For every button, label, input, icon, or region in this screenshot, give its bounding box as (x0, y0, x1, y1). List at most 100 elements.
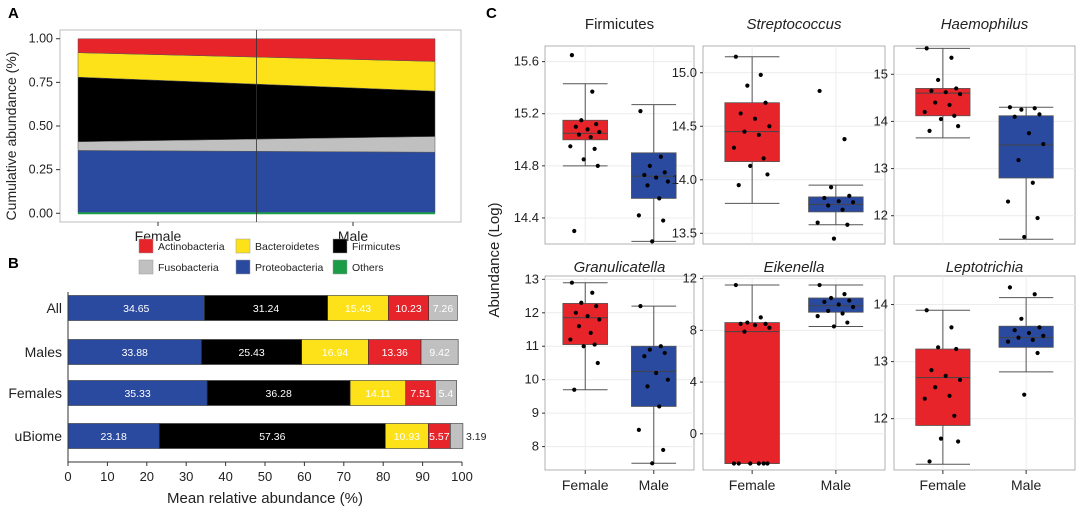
legend-label-fusobacteria: Fusobacteria (158, 262, 219, 274)
bar-value-label: 31.24 (253, 303, 279, 315)
data-point (645, 183, 649, 187)
x-tick-label-b: 40 (218, 469, 232, 484)
data-point (956, 124, 960, 128)
data-point (842, 137, 846, 141)
y-tick-label: 0 (690, 426, 697, 441)
data-point (816, 220, 820, 224)
y-tick-label: 15 (874, 66, 888, 81)
data-point (1022, 393, 1026, 397)
data-point (1008, 105, 1012, 109)
data-point (1041, 142, 1045, 146)
data-point (654, 175, 658, 179)
legend-swatch-proteobacteria (236, 260, 250, 274)
data-point (732, 461, 736, 465)
facet-leptotrichia: 121314LeptotrichiaFemale Male (874, 259, 1075, 493)
facet-title: Eikenella (764, 259, 825, 276)
data-point (648, 164, 652, 168)
data-point (745, 84, 749, 88)
bar-value-label: 14.11 (365, 388, 391, 400)
x-tick-label-b: 90 (415, 469, 429, 484)
bar-value-label: 34.65 (123, 303, 149, 315)
facet-granulicatella: 8910111213GranulicatellaFemale Male (525, 259, 694, 493)
bar-value-label: 9.42 (429, 347, 450, 359)
data-point (650, 461, 654, 465)
data-point (1008, 285, 1012, 289)
data-point (748, 164, 752, 168)
data-point (570, 53, 574, 57)
x-tick-label-b: 10 (100, 469, 114, 484)
data-point (954, 86, 958, 90)
row-label: Females (8, 385, 62, 401)
data-point (826, 203, 830, 207)
data-point (1013, 328, 1017, 332)
y-tick-label: 12 (874, 208, 888, 223)
legend-label-bacteroidetes: Bacteroidetes (255, 241, 319, 253)
data-point (949, 325, 953, 329)
x-tick-label-b: 70 (337, 469, 351, 484)
y-tick-label: 13.5 (672, 225, 697, 240)
box-female (725, 103, 780, 162)
y-tick-label: 13 (874, 161, 888, 176)
data-point (927, 129, 931, 133)
data-point (925, 308, 929, 312)
x-tick-label: Female (729, 477, 776, 493)
data-point (929, 368, 933, 372)
data-point (826, 309, 830, 313)
data-point (837, 302, 841, 306)
data-point (734, 283, 738, 287)
data-point (590, 89, 594, 93)
data-point (817, 283, 821, 287)
facet-streptococcus: 13.5 14.0 14.5 15.0 Streptococcus (672, 16, 885, 244)
data-point (765, 461, 769, 465)
data-point (845, 223, 849, 227)
y-tick-label: 14.8 (514, 158, 539, 173)
facet-title: Granulicatella (574, 259, 666, 276)
legend-label-others: Others (352, 262, 384, 274)
figure-canvas: A0.000.250.500.751.00Female MaleCumulativ… (0, 0, 1084, 519)
data-point (582, 157, 586, 161)
data-point (1035, 216, 1039, 220)
x-tick-label: Female (562, 477, 609, 493)
data-point (568, 144, 572, 148)
x-tick-label-b: 30 (179, 469, 193, 484)
data-point (1027, 131, 1031, 135)
data-point (572, 229, 576, 233)
x-tick-label: Male (821, 477, 852, 493)
data-point (637, 213, 641, 217)
x-tick-label: Female (920, 477, 967, 493)
data-point (663, 351, 667, 355)
data-point (759, 73, 763, 77)
x-tick-label-b: 60 (297, 469, 311, 484)
data-point (1037, 325, 1041, 329)
y-tick-label: 15.2 (514, 106, 539, 121)
bar-value-label: 13.36 (382, 347, 408, 359)
data-point (661, 448, 665, 452)
data-point (927, 459, 931, 463)
bar-value-label: 15.43 (345, 303, 371, 315)
data-point (1041, 334, 1045, 338)
data-point (954, 347, 958, 351)
data-point (666, 179, 670, 183)
row-label: uBiome (15, 428, 63, 444)
data-point (947, 394, 951, 398)
data-point (851, 200, 855, 204)
x-axis-label-b: Mean relative abundance (%) (167, 490, 363, 507)
data-point (590, 291, 594, 295)
data-point (659, 155, 663, 159)
y-tick-label-a: 0.25 (29, 163, 53, 177)
data-point (570, 281, 574, 285)
data-point (597, 130, 601, 134)
y-tick-label: 11 (526, 338, 540, 353)
data-point (596, 164, 600, 168)
data-point (762, 461, 766, 465)
data-point (832, 324, 836, 328)
data-point (582, 344, 586, 348)
data-point (1022, 235, 1026, 239)
y-tick-label: 13 (525, 271, 539, 286)
y-tick-label: 15.0 (672, 65, 697, 80)
bar-value-label: 36.28 (266, 388, 292, 400)
data-point (1033, 106, 1037, 110)
data-point (822, 196, 826, 200)
data-point (568, 337, 572, 341)
bar-value-label: 5.4 (439, 388, 454, 400)
